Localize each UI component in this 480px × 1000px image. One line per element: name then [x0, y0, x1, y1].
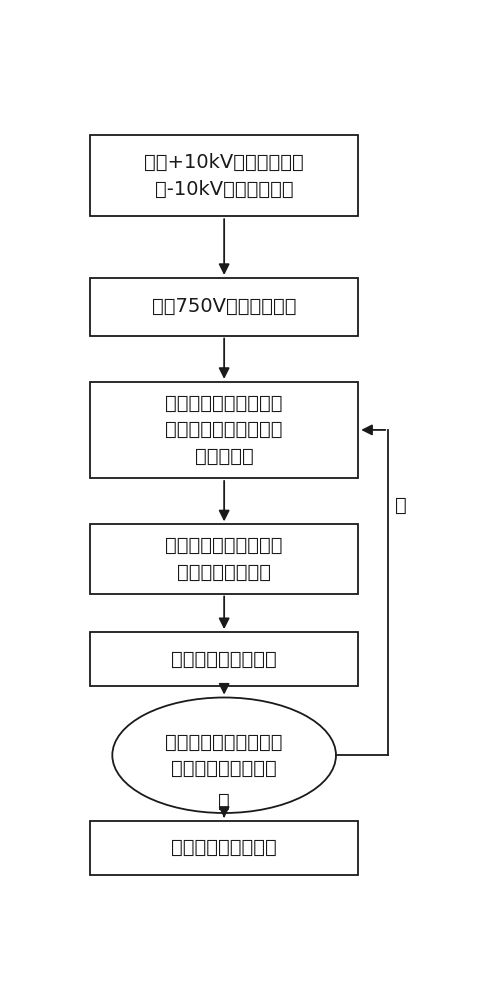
Text: 启动750V直流电源模块: 启动750V直流电源模块 [152, 297, 296, 316]
Text: 否: 否 [395, 495, 406, 514]
FancyBboxPatch shape [90, 821, 358, 875]
FancyBboxPatch shape [90, 382, 358, 478]
FancyBboxPatch shape [90, 524, 358, 594]
Text: 启动+10kV直流电源模块
和-10kV直流电源模块: 启动+10kV直流电源模块 和-10kV直流电源模块 [144, 153, 303, 199]
Text: 判断是否完成正向纹波
测试和反向纹波测试: 判断是否完成正向纹波 测试和反向纹波测试 [165, 732, 282, 778]
FancyBboxPatch shape [90, 278, 358, 336]
Text: 是: 是 [218, 792, 229, 811]
Text: 延时至直流电力电子变
压器输出功率稳定: 延时至直流电力电子变 压器输出功率稳定 [165, 536, 282, 582]
Text: 录波器采集纹波数据: 录波器采集纹波数据 [171, 650, 276, 668]
FancyBboxPatch shape [90, 135, 358, 216]
Text: 生成测试结果的图表: 生成测试结果的图表 [171, 838, 276, 857]
FancyBboxPatch shape [90, 632, 358, 686]
Ellipse shape [112, 698, 335, 813]
Text: 启动直流电力电子变压
器，并设置输出功率及
功率的方向: 启动直流电力电子变压 器，并设置输出功率及 功率的方向 [165, 394, 282, 466]
